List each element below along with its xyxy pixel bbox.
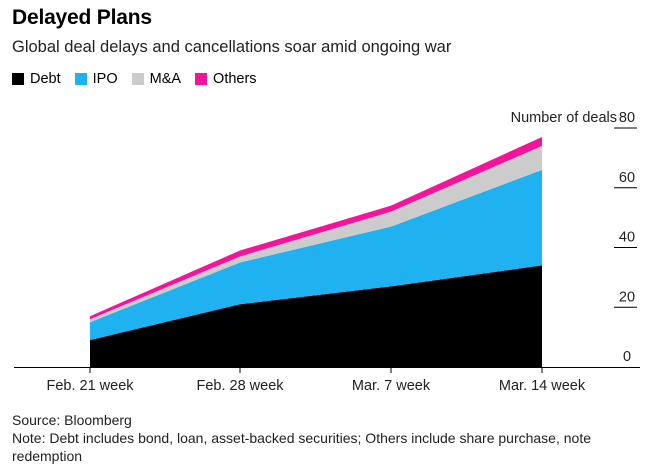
y-tick-label: 60 (619, 170, 635, 186)
legend-label-ma: M&A (149, 71, 182, 87)
legend-label-others: Others (213, 71, 257, 87)
area-layers (90, 136, 542, 367)
y-tick-label: 40 (619, 230, 635, 246)
area-ipo (90, 169, 542, 341)
y-tick-label: 20 (619, 289, 635, 305)
x-axis: Feb. 21 week Feb. 28 week Mar. 7 week Mar. … (14, 367, 640, 394)
legend-label-ipo: IPO (92, 71, 118, 87)
chart-title: Delayed Plans (12, 6, 152, 29)
chart-subtitle: Global deal delays and cancellations soa… (12, 38, 452, 56)
y-tick-label: 0 (623, 349, 631, 365)
area-m-a (90, 145, 542, 323)
legend-swatch-others (195, 73, 208, 85)
legend-item-others: Others (195, 71, 257, 87)
legend-label-debt: Debt (30, 71, 61, 87)
source-note: Source: Bloomberg (12, 412, 132, 428)
footer: Source: Bloomberg Note: Debt includes bo… (12, 411, 632, 465)
x-tick-label: Feb. 21 week (46, 378, 134, 394)
x-tick-label: Mar. 7 week (352, 378, 431, 394)
legend-swatch-ma (131, 73, 144, 85)
legend-swatch-debt (12, 73, 24, 85)
x-tick-label: Feb. 28 week (196, 378, 284, 394)
y-tick-label: 80 (619, 110, 635, 126)
methodology-note: Note: Debt includes bond, loan, asset-ba… (12, 430, 591, 464)
legend-item-ipo: IPO (74, 71, 118, 87)
x-tick-label: Mar. 14 week (499, 378, 586, 394)
area-debt (90, 265, 542, 367)
legend-item-debt: Debt (12, 71, 61, 87)
legend: Debt IPO M&A Others (12, 71, 271, 87)
area-others (90, 136, 542, 320)
legend-swatch-ipo (74, 73, 87, 85)
legend-item-ma: M&A (131, 71, 182, 87)
y-axis-title: Number of deals (511, 110, 617, 126)
